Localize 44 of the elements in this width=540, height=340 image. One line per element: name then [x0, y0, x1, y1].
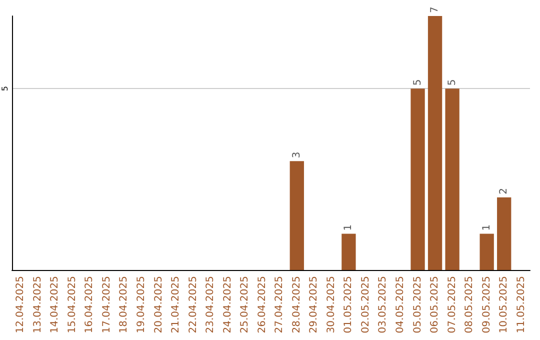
- x-tick-label: 14.04.2025: [50, 276, 61, 334]
- x-tick-label: 26.04.2025: [256, 276, 268, 334]
- bar: [480, 234, 494, 270]
- x-tick-label: 17.04.2025: [101, 276, 112, 334]
- x-tick-label: 10.05.2025: [498, 276, 510, 334]
- bar: [290, 161, 304, 270]
- data-label: 1: [343, 224, 354, 231]
- bar: [428, 16, 442, 270]
- data-label: 7: [430, 6, 441, 13]
- x-tick-label: 30.04.2025: [326, 276, 337, 334]
- x-tick-label: 16.04.2025: [84, 276, 96, 334]
- x-tick-label: 27.04.2025: [274, 276, 286, 334]
- x-tick-label: 24.04.2025: [222, 276, 234, 334]
- x-tick-label: 09.05.2025: [481, 276, 492, 334]
- x-tick-label: 01.05.2025: [343, 276, 354, 334]
- data-label: 5: [446, 79, 458, 86]
- x-tick-label: 13.04.2025: [32, 276, 44, 334]
- bar: [497, 197, 512, 270]
- x-tick-label: 03.05.2025: [378, 276, 389, 334]
- x-tick-label: 12.04.2025: [15, 276, 26, 334]
- data-label: 2: [498, 188, 510, 194]
- x-tick-label: 15.04.2025: [66, 276, 78, 334]
- x-tick-label: 08.05.2025: [464, 276, 476, 334]
- data-label: 1: [481, 224, 492, 231]
- bar: [410, 88, 425, 270]
- x-tick-label: 28.04.2025: [291, 276, 302, 334]
- x-tick-label: 25.04.2025: [240, 276, 251, 334]
- x-tick-label: 23.04.2025: [205, 276, 216, 334]
- bar: [342, 234, 356, 270]
- x-tick-label: 06.05.2025: [430, 276, 441, 334]
- bar: [445, 88, 460, 270]
- x-tick-label: 21.04.2025: [170, 276, 182, 334]
- x-tick-label: 04.05.2025: [395, 276, 406, 334]
- x-tick-label: 22.04.2025: [188, 276, 199, 334]
- x-tick-label: 18.04.2025: [118, 276, 130, 334]
- data-label: 3: [291, 152, 302, 158]
- x-tick-label: 19.04.2025: [136, 276, 147, 334]
- x-tick-label: 11.05.2025: [516, 276, 527, 334]
- x-tick-label: 07.05.2025: [446, 276, 458, 334]
- x-tick-label: 20.04.2025: [153, 276, 164, 334]
- x-tick-label: 29.04.2025: [308, 276, 320, 334]
- x-tick-label: 02.05.2025: [360, 276, 372, 334]
- x-tick-label: 05.05.2025: [412, 276, 424, 334]
- data-label: 5: [412, 79, 424, 86]
